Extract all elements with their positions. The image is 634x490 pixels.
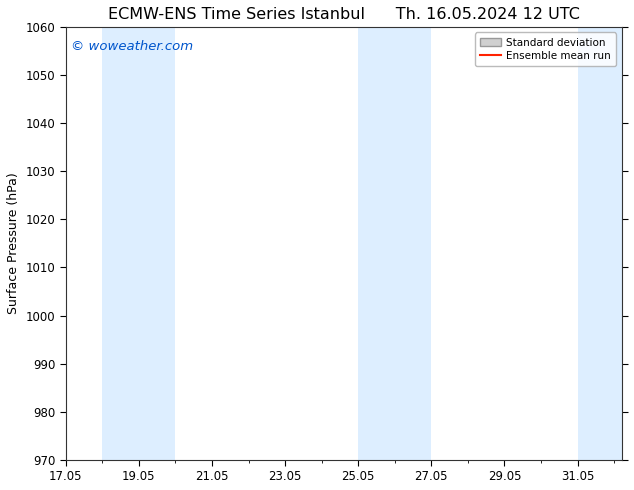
Bar bbox=[578, 27, 634, 460]
Legend: Standard deviation, Ensemble mean run: Standard deviation, Ensemble mean run bbox=[475, 32, 616, 66]
Bar bbox=[358, 27, 431, 460]
Bar bbox=[102, 27, 176, 460]
Text: © woweather.com: © woweather.com bbox=[71, 40, 193, 53]
Title: ECMW-ENS Time Series Istanbul      Th. 16.05.2024 12 UTC: ECMW-ENS Time Series Istanbul Th. 16.05.… bbox=[108, 7, 579, 22]
Y-axis label: Surface Pressure (hPa): Surface Pressure (hPa) bbox=[7, 172, 20, 314]
